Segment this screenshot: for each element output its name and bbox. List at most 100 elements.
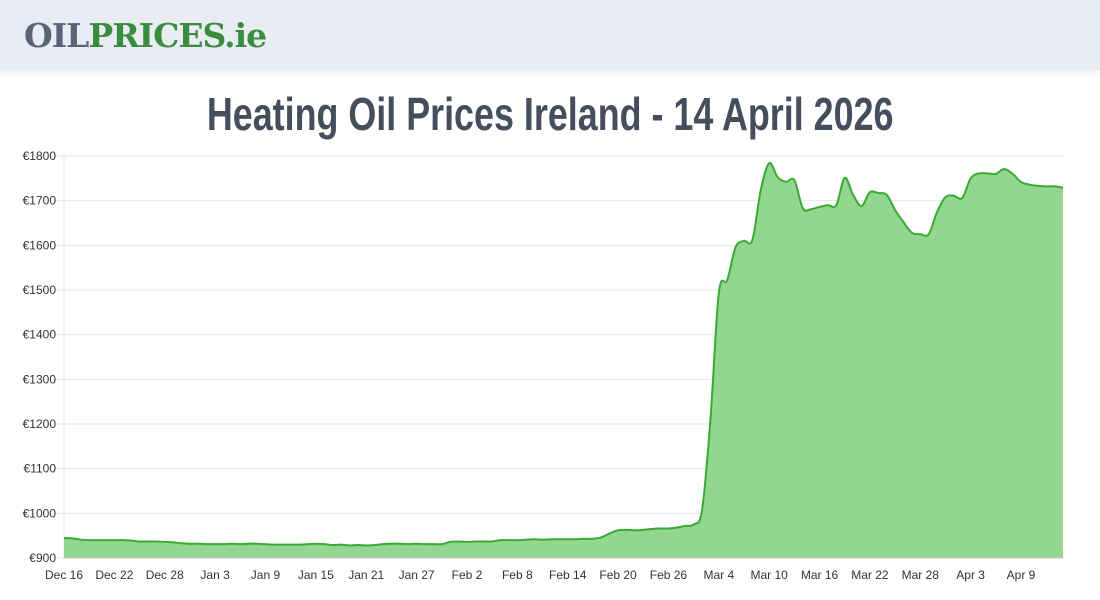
data-point: [422, 541, 428, 547]
data-point: [128, 538, 134, 544]
y-tick-label: €1000: [23, 506, 57, 520]
y-tick-label: €1200: [23, 417, 57, 431]
data-point: [1052, 183, 1058, 189]
data-point: [355, 542, 361, 548]
data-point: [716, 290, 722, 296]
data-point: [850, 192, 856, 198]
y-tick-label: €1800: [23, 149, 57, 163]
data-point: [556, 536, 562, 542]
data-point: [590, 536, 596, 542]
x-tick-label: Mar 4: [703, 568, 734, 582]
data-point: [531, 536, 537, 542]
data-point: [162, 539, 168, 545]
x-tick-label: Dec 16: [45, 568, 83, 582]
data-point: [279, 542, 285, 548]
data-point: [523, 537, 529, 543]
data-point: [472, 538, 478, 544]
x-tick-label: Feb 8: [502, 568, 533, 582]
y-tick-label: €900: [29, 551, 56, 565]
data-point: [304, 541, 310, 547]
x-tick-label: Apr 3: [956, 568, 985, 582]
y-tick-label: €1500: [23, 283, 57, 297]
data-point: [321, 541, 327, 547]
x-tick-label: Mar 28: [902, 568, 940, 582]
data-point: [900, 219, 906, 225]
data-point: [749, 237, 755, 243]
data-point: [540, 537, 546, 543]
data-point: [86, 537, 92, 543]
x-tick-label: Dec 28: [146, 568, 184, 582]
price-area: [64, 162, 1063, 558]
data-point: [791, 177, 797, 183]
data-point: [1018, 179, 1024, 185]
data-point: [800, 205, 806, 211]
data-point: [430, 541, 436, 547]
data-point: [783, 179, 789, 185]
data-point: [120, 537, 126, 543]
data-point: [1001, 166, 1007, 172]
data-point: [733, 244, 739, 250]
data-point: [372, 542, 378, 548]
data-point: [565, 536, 571, 542]
data-point: [1060, 185, 1066, 191]
data-point: [934, 209, 940, 215]
data-point: [741, 238, 747, 244]
data-point: [195, 541, 201, 547]
data-point: [1010, 171, 1016, 177]
x-tick-label: Apr 9: [1007, 568, 1036, 582]
data-point: [1035, 183, 1041, 189]
data-point: [649, 526, 655, 532]
data-point: [775, 174, 781, 180]
data-point: [926, 231, 932, 237]
data-point: [615, 527, 621, 533]
data-point: [61, 535, 67, 541]
data-point: [665, 526, 671, 532]
data-point: [78, 537, 84, 543]
data-point: [187, 541, 193, 547]
x-tick-label: Feb 20: [599, 568, 637, 582]
y-tick-label: €1400: [23, 328, 57, 342]
data-point: [607, 530, 613, 536]
data-point: [917, 231, 923, 237]
data-point: [464, 539, 470, 545]
data-point: [288, 542, 294, 548]
data-point: [221, 541, 227, 547]
page-title-text: Heating Oil Prices Ireland - 14 April 20…: [206, 88, 894, 140]
data-point: [909, 230, 915, 236]
data-point: [833, 202, 839, 208]
y-tick-label: €1600: [23, 238, 57, 252]
x-tick-label: Mar 16: [801, 568, 839, 582]
data-point: [179, 540, 185, 546]
data-point: [598, 534, 604, 540]
x-tick-label: Feb 26: [650, 568, 688, 582]
data-point: [439, 541, 445, 547]
x-tick-label: Jan 15: [298, 568, 334, 582]
data-point: [388, 541, 394, 547]
data-point: [296, 542, 302, 548]
data-point: [95, 537, 101, 543]
x-tick-label: Mar 10: [750, 568, 788, 582]
data-point: [942, 194, 948, 200]
data-point: [103, 537, 109, 543]
site-logo[interactable]: OILPRICES.ie: [24, 16, 267, 56]
data-point: [707, 417, 713, 423]
data-point: [884, 192, 890, 198]
data-point: [691, 522, 697, 528]
data-point: [489, 538, 495, 544]
data-point: [237, 541, 243, 547]
data-point: [153, 538, 159, 544]
site-header: OILPRICES.ie: [0, 0, 1100, 70]
logo-oil: OIL: [24, 16, 89, 55]
data-point: [758, 187, 764, 193]
data-point: [212, 541, 218, 547]
logo-prices: PRICES.ie: [88, 16, 267, 55]
data-point: [632, 527, 638, 533]
x-tick-label: Jan 27: [399, 568, 435, 582]
x-tick-label: Jan 21: [348, 568, 384, 582]
data-point: [481, 538, 487, 544]
data-point: [170, 539, 176, 545]
data-point: [657, 526, 663, 532]
data-point: [405, 541, 411, 547]
data-point: [262, 541, 268, 547]
